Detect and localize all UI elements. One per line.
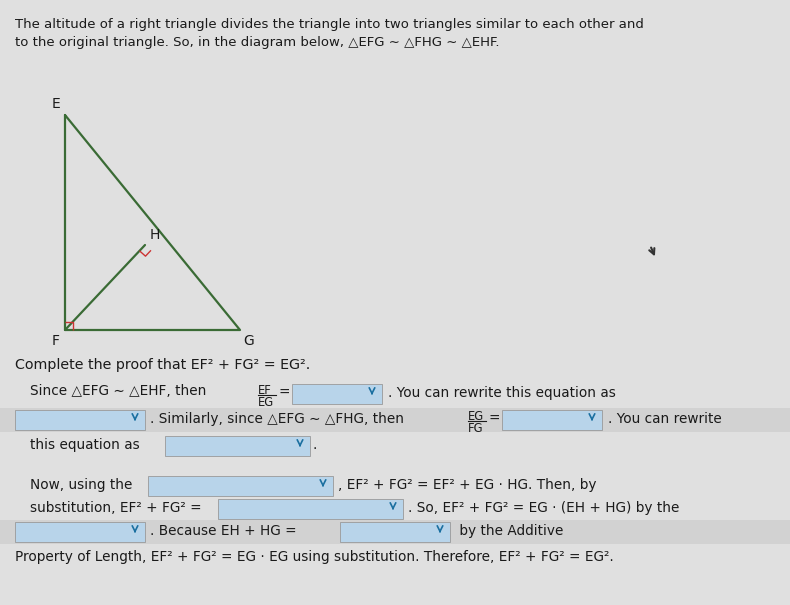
Text: this equation as: this equation as [30,438,140,452]
Text: Complete the proof that EF² + FG² = EG².: Complete the proof that EF² + FG² = EG². [15,358,310,372]
Text: Property of Length, EF² + FG² = EG · EG using substitution. Therefore, EF² + FG²: Property of Length, EF² + FG² = EG · EG … [15,550,614,564]
Text: Since △EFG ∼ △EHF, then: Since △EFG ∼ △EHF, then [30,384,211,398]
Text: by the Additive: by the Additive [455,524,563,538]
Polygon shape [15,410,145,430]
Text: . You can rewrite this equation as: . You can rewrite this equation as [388,386,616,400]
Text: . Similarly, since △EFG ∼ △FHG, then: . Similarly, since △EFG ∼ △FHG, then [150,412,408,426]
Text: F: F [52,334,60,348]
Text: Now, using the: Now, using the [30,478,133,492]
Bar [0,408,790,432]
Text: EG: EG [468,410,484,423]
Text: FG: FG [468,422,483,435]
Text: EG: EG [258,396,274,409]
Text: G: G [243,334,254,348]
Text: . You can rewrite: . You can rewrite [608,412,722,426]
Polygon shape [15,522,145,542]
Text: . So, EF² + FG² = EG · (EH + HG) by the: . So, EF² + FG² = EG · (EH + HG) by the [408,501,679,515]
Polygon shape [218,499,403,519]
Polygon shape [148,476,333,496]
Polygon shape [502,410,602,430]
Text: .: . [312,438,316,452]
Text: E: E [51,97,60,111]
Text: . Because EH + HG =: . Because EH + HG = [150,524,296,538]
Text: H: H [150,228,160,242]
Bar [0,520,790,544]
Polygon shape [292,384,382,404]
Text: =: = [278,386,289,400]
Text: , EF² + FG² = EF² + EG · HG. Then, by: , EF² + FG² = EF² + EG · HG. Then, by [338,478,596,492]
Text: substitution, EF² + FG² =: substitution, EF² + FG² = [30,501,201,515]
Text: to the original triangle. So, in the diagram below, △EFG ∼ △FHG ∼ △EHF.: to the original triangle. So, in the dia… [15,36,499,49]
Text: EF: EF [258,384,272,397]
Text: The altitude of a right triangle divides the triangle into two triangles similar: The altitude of a right triangle divides… [15,18,644,31]
Polygon shape [340,522,450,542]
Text: =: = [488,412,499,426]
Polygon shape [165,436,310,456]
